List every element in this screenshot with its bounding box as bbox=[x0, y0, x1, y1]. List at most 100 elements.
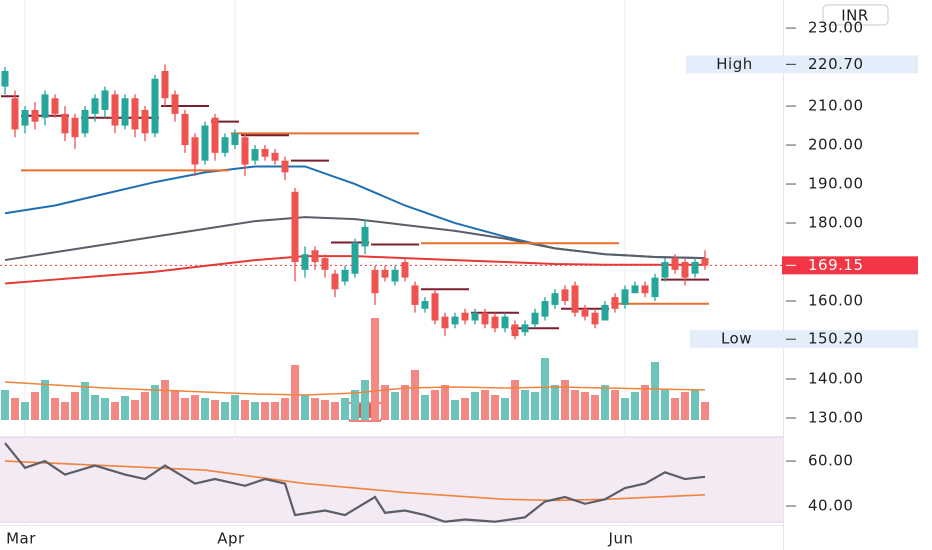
volume-bar bbox=[411, 370, 419, 420]
candle-body bbox=[671, 258, 679, 270]
volume-bar bbox=[361, 380, 369, 420]
x-tick-label: Apr bbox=[217, 530, 245, 548]
volume-bar bbox=[431, 390, 439, 420]
candle-body bbox=[511, 324, 519, 337]
rsi-line bbox=[4, 442, 706, 523]
volume-bar bbox=[61, 402, 69, 420]
currency-box[interactable] bbox=[822, 4, 889, 26]
volume-ma-line bbox=[4, 381, 706, 396]
y-tick-label: 130.00 bbox=[808, 408, 864, 426]
volume-bar bbox=[421, 395, 429, 420]
candle-body bbox=[181, 113, 189, 146]
y-tick-label: 140.00 bbox=[808, 369, 864, 387]
candle-body bbox=[431, 293, 439, 321]
candle-body bbox=[1, 70, 9, 87]
volume-bar bbox=[651, 362, 659, 420]
rsi-ma-line bbox=[4, 460, 706, 502]
volume-bar bbox=[241, 400, 249, 420]
candle-body bbox=[661, 262, 669, 278]
y-tick-label: 180.00 bbox=[808, 214, 864, 232]
price-marker-box bbox=[686, 55, 918, 74]
candle-body bbox=[601, 304, 609, 321]
candle-body bbox=[231, 133, 239, 146]
candle-body bbox=[351, 242, 359, 274]
candle-body bbox=[81, 109, 89, 134]
candle-body bbox=[31, 109, 39, 122]
volume-bar bbox=[111, 402, 119, 420]
volume-bar bbox=[71, 392, 79, 420]
price-marker-label: Low bbox=[721, 330, 752, 348]
volume-bar bbox=[11, 398, 19, 420]
y-tick-label: 190.00 bbox=[808, 175, 864, 193]
volume-bar bbox=[641, 385, 649, 420]
candle-body bbox=[611, 297, 619, 309]
candle-body bbox=[71, 117, 79, 138]
y-tick-label: 230.00 bbox=[808, 19, 864, 37]
volume-bar bbox=[21, 402, 29, 420]
rsi-pane bbox=[0, 437, 783, 522]
volume-bar bbox=[321, 400, 329, 420]
volume-bar bbox=[391, 392, 399, 420]
volume-bar bbox=[491, 395, 499, 420]
candle-body bbox=[271, 152, 279, 161]
candle-body bbox=[521, 324, 529, 333]
volume-bar bbox=[281, 398, 289, 420]
volume-bar bbox=[121, 396, 129, 420]
candle-body bbox=[301, 254, 309, 270]
volume-bar bbox=[381, 385, 389, 420]
volume-bar bbox=[571, 390, 579, 420]
candle-body bbox=[681, 262, 689, 278]
candle-body bbox=[651, 277, 659, 298]
candle-body bbox=[291, 191, 299, 263]
volume-bar bbox=[441, 385, 449, 420]
candle-body bbox=[171, 94, 179, 114]
candle-body bbox=[501, 316, 509, 329]
candle-body bbox=[641, 285, 649, 294]
y-tick-label: 160.00 bbox=[808, 292, 864, 310]
candle-body bbox=[591, 312, 599, 325]
candle-body bbox=[401, 262, 409, 278]
candle-body bbox=[41, 94, 49, 118]
volume-bar bbox=[471, 392, 479, 420]
moving-average bbox=[4, 216, 706, 262]
candle-body bbox=[51, 98, 59, 114]
volume-bar bbox=[201, 398, 209, 420]
volume-bar bbox=[161, 380, 169, 420]
candle-body bbox=[121, 98, 129, 126]
candle-body bbox=[481, 312, 489, 325]
volume-bar bbox=[671, 398, 679, 420]
volume-bar bbox=[101, 398, 109, 420]
volume-bar bbox=[41, 380, 49, 420]
volume-bar bbox=[31, 392, 39, 420]
candle-body bbox=[111, 94, 119, 126]
candle-body bbox=[91, 98, 99, 114]
volume-bar bbox=[1, 390, 9, 420]
candle-body bbox=[371, 269, 379, 294]
volume-bar bbox=[521, 390, 529, 420]
candle-body bbox=[701, 258, 709, 266]
volume-bar bbox=[461, 398, 469, 420]
candle-body bbox=[361, 226, 369, 247]
rsi-y-tick-label: 40.00 bbox=[808, 497, 853, 515]
volume-bar bbox=[271, 402, 279, 420]
volume-bar bbox=[341, 398, 349, 420]
volume-bar bbox=[331, 402, 339, 420]
volume-bar bbox=[51, 398, 59, 420]
candle-body bbox=[621, 289, 629, 305]
last-price-label: 169.15 bbox=[808, 256, 864, 274]
volume-bar bbox=[701, 402, 709, 420]
candle-body bbox=[691, 262, 699, 274]
volume-bar bbox=[481, 390, 489, 420]
candle-body bbox=[451, 316, 459, 325]
currency: INR bbox=[841, 7, 869, 25]
volume-bar bbox=[661, 390, 669, 420]
volume-bar bbox=[541, 358, 549, 420]
candle-body bbox=[381, 269, 389, 278]
candle-body bbox=[631, 285, 639, 294]
volume-bar bbox=[181, 398, 189, 420]
volume-bar bbox=[591, 395, 599, 420]
volume-bar bbox=[261, 402, 269, 420]
volume-bar bbox=[511, 380, 519, 420]
candle-body bbox=[441, 316, 449, 329]
